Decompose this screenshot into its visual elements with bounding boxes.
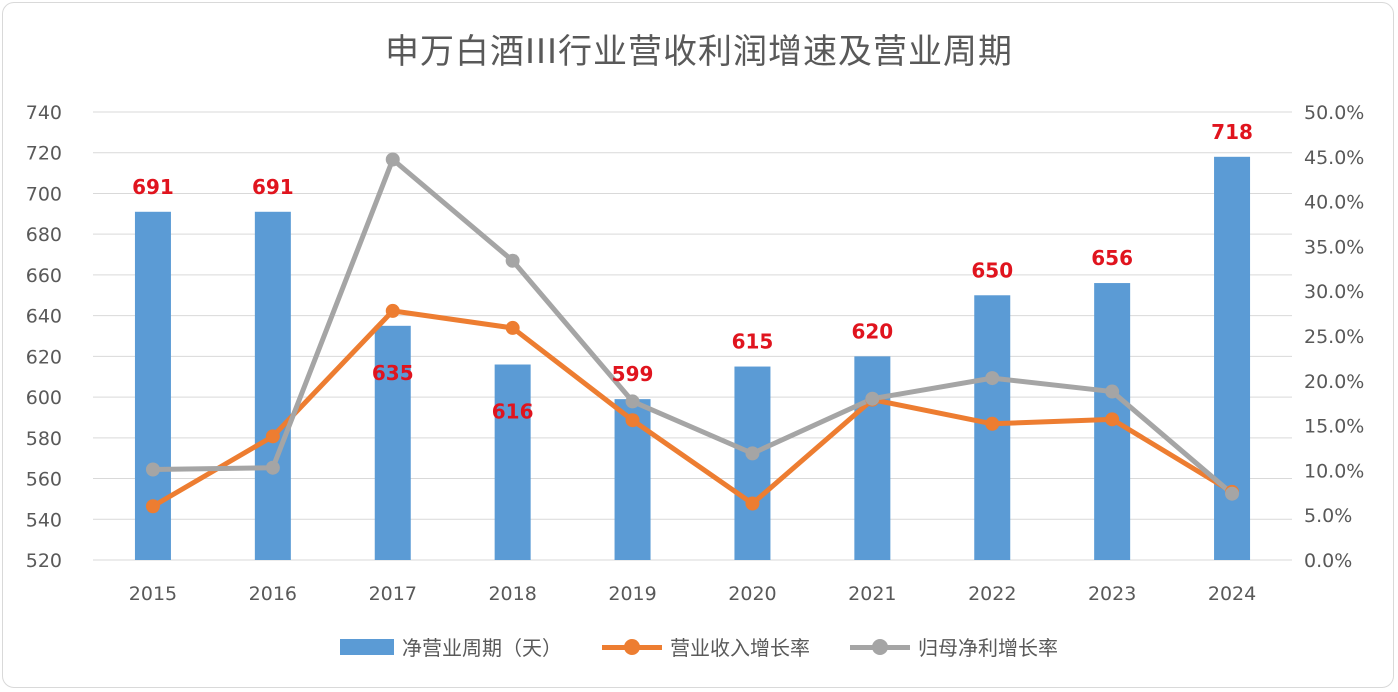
bar-data-label: 718 [1211,120,1253,144]
y-right-tick-label: 10.0% [1304,460,1364,482]
legend-label-profit: 归母净利增长率 [918,636,1058,660]
legend-label-cycle: 净营业周期（天） [402,636,562,660]
legend-item-profit: 归母净利增长率 [850,632,1058,661]
x-tick-label: 2016 [249,583,297,605]
revenue-growth-point [1105,412,1120,427]
legend-swatch-bar [340,638,394,655]
revenue-growth-point [265,429,280,444]
y-left-tick-label: 520 [26,550,62,572]
y-right-tick-label: 20.0% [1304,371,1364,393]
revenue-growth-point [385,303,400,318]
bar [374,325,411,560]
y-left-tick-label: 660 [26,265,62,287]
legend-swatch-profit [850,638,910,655]
profit-growth-point [985,371,1000,386]
legend-item-revenue: 营业收入增长率 [602,632,810,661]
profit-growth-point [505,253,520,268]
legend-item-cycle: 净营业周期（天） [340,632,562,661]
legend: 净营业周期（天） 营业收入增长率 归母净利增长率 [0,632,1398,661]
y-left-tick-label: 640 [26,306,62,328]
y-left-tick-label: 720 [26,143,62,165]
y-right-tick-label: 35.0% [1304,236,1364,258]
y-right-tick-label: 25.0% [1304,326,1364,348]
bar-data-label: 691 [132,175,174,199]
revenue-growth-line [151,308,1234,509]
legend-label-revenue: 营业收入增长率 [670,636,810,660]
profit-growth-point [385,152,400,167]
y-left-tick-label: 600 [26,387,62,409]
bar-data-label: 616 [492,400,534,424]
x-tick-label: 2022 [968,583,1016,605]
profit-growth-point [145,462,160,477]
legend-swatch-revenue [602,638,662,655]
x-tick-label: 2015 [129,583,177,605]
y-right-tick-label: 50.0% [1304,102,1364,124]
y-right-tick-label: 0.0% [1304,550,1352,572]
bar-data-label: 656 [1091,246,1133,270]
y-right-tick-label: 5.0% [1304,505,1352,527]
y-left-tick-label: 580 [26,428,62,450]
y-left-tick-label: 540 [26,509,62,531]
profit-growth-point [865,391,880,406]
revenue-growth-point [145,499,160,514]
bar-data-label: 635 [372,361,414,385]
y-left-tick-label: 560 [26,469,62,491]
x-tick-label: 2023 [1088,583,1136,605]
bar [734,366,771,560]
x-tick-label: 2018 [488,583,536,605]
x-tick-label: 2017 [369,583,417,605]
bar-data-label: 650 [971,258,1013,282]
bar-data-label: 620 [851,319,893,343]
profit-growth-point [745,446,760,461]
bar [854,356,891,560]
y-left-tick-label: 740 [26,102,62,124]
revenue-growth-point [505,320,520,335]
profit-growth-point [625,394,640,409]
bar-data-label: 599 [612,362,654,386]
y-right-tick-label: 40.0% [1304,192,1364,214]
y-left-tick-label: 680 [26,224,62,246]
bar-data-label: 615 [732,330,774,354]
x-tick-label: 2019 [608,583,656,605]
revenue-growth-point [745,496,760,511]
y-left-tick-label: 700 [26,183,62,205]
y-left-tick-label: 620 [26,346,62,368]
revenue-growth-point [625,413,640,428]
y-right-tick-label: 45.0% [1304,147,1364,169]
x-tick-label: 2021 [848,583,896,605]
bar-data-label: 691 [252,175,294,199]
profit-growth-point [265,460,280,475]
y-right-tick-label: 15.0% [1304,416,1364,438]
bar [254,211,291,561]
profit-growth-line [152,156,1234,496]
profit-growth-point [1105,384,1120,399]
profit-growth-point [1225,486,1240,501]
x-tick-label: 2024 [1208,583,1256,605]
chart-title: 申万白酒III行业营收利润增速及营业周期 [384,32,1014,72]
y-right-tick-label: 30.0% [1304,281,1364,303]
x-tick-label: 2020 [728,583,776,605]
revenue-growth-point [985,416,1000,431]
bar [494,364,531,560]
